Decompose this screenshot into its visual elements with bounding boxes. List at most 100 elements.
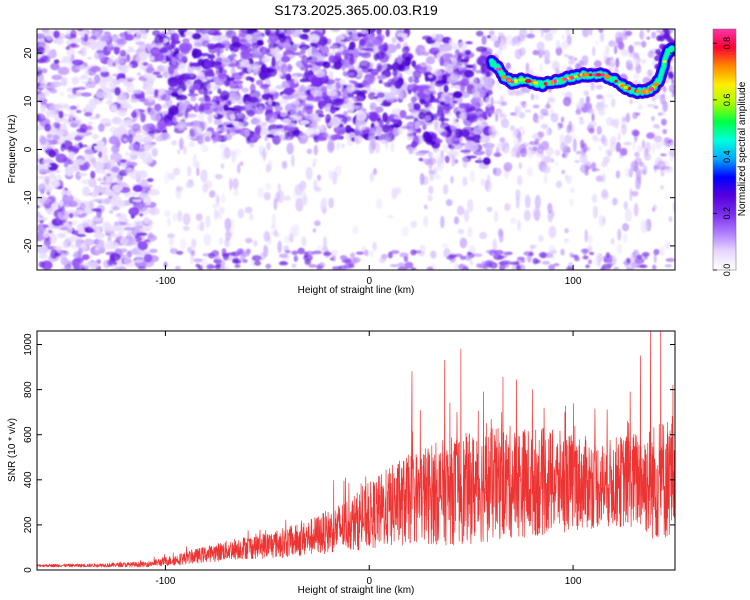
spectral-cell	[106, 92, 113, 101]
spectral-cell	[101, 179, 112, 188]
spectral-cell	[160, 49, 169, 53]
spectral-cell	[111, 263, 117, 270]
spectral-cell	[239, 161, 244, 166]
spectral-cell	[80, 47, 87, 57]
spectral-cell	[270, 224, 277, 230]
spectral-cell	[221, 57, 231, 66]
spectral-cell	[99, 78, 107, 89]
spectral-cell	[81, 80, 86, 85]
spectral-cell	[403, 255, 409, 263]
spectral-cell	[486, 174, 491, 184]
spectral-cell	[221, 248, 227, 256]
spectral-cell	[443, 95, 451, 105]
spectral-cell	[647, 50, 655, 58]
spectral-cell	[609, 136, 617, 146]
spectral-cell	[612, 197, 618, 206]
spectral-cell	[197, 71, 205, 77]
spectral-cell	[369, 102, 377, 111]
spectral-cell	[413, 103, 421, 111]
spectral-cell	[434, 174, 442, 180]
spectral-cell	[482, 157, 491, 166]
spectral-cell	[133, 246, 140, 255]
spectral-cell	[410, 267, 417, 270]
spectral-cell	[308, 264, 317, 268]
spectral-cell	[495, 49, 503, 57]
spectral-cell	[153, 133, 161, 141]
spectral-cell	[232, 178, 239, 190]
spectral-cell	[510, 217, 517, 225]
spectral-cell	[277, 134, 286, 141]
spectral-cell	[452, 100, 458, 104]
spectral-cell	[468, 142, 479, 152]
spectral-cell	[605, 57, 611, 66]
spectral-cell	[126, 54, 131, 63]
x-tick-label: -100	[155, 276, 175, 287]
spectral-cell	[528, 140, 537, 146]
spectral-cell	[39, 163, 52, 168]
spectral-cell	[641, 31, 646, 38]
spectral-cell	[43, 229, 50, 238]
spectral-cell	[382, 124, 391, 134]
spectral-cell	[427, 194, 433, 202]
spectral-cell	[352, 225, 359, 235]
spectral-cell	[582, 29, 590, 38]
spectral-cell	[334, 77, 341, 82]
tone-peak	[623, 85, 628, 89]
spectral-cell	[567, 55, 574, 60]
spectral-cell	[433, 166, 438, 176]
tone-peak	[588, 73, 593, 77]
spectral-cell	[37, 46, 46, 55]
spectral-cell	[499, 94, 505, 103]
spectral-cell	[664, 166, 674, 173]
spectral-cell	[589, 29, 593, 36]
spectral-cell	[261, 93, 274, 101]
spectral-cell	[382, 81, 395, 86]
spectral-cell	[47, 109, 59, 118]
spectral-cell	[117, 181, 127, 187]
spectral-cell	[587, 259, 592, 265]
spectral-cell	[375, 106, 384, 113]
spectral-cell	[355, 137, 359, 145]
spectral-cell	[135, 41, 146, 46]
spectral-cell	[145, 95, 155, 100]
spectral-cell	[101, 245, 106, 253]
spectral-cell	[617, 132, 621, 142]
spectral-cell	[545, 146, 554, 156]
spectral-cell	[493, 100, 502, 105]
spectral-cell	[114, 57, 126, 65]
spectral-cell	[466, 71, 472, 76]
spectral-cell	[131, 236, 136, 244]
spectral-cell	[143, 253, 153, 263]
spectral-cell	[178, 137, 184, 151]
spectral-cell	[161, 103, 170, 109]
spectral-cell	[135, 138, 148, 143]
spectral-cell	[518, 162, 522, 170]
spectral-cell	[373, 96, 379, 100]
spectral-cell	[245, 76, 253, 81]
spectral-cell	[241, 87, 250, 93]
spectral-cell	[218, 237, 224, 245]
spectral-cell	[82, 186, 91, 197]
spectral-cell	[463, 209, 470, 222]
spectral-cell	[561, 91, 566, 96]
spectral-cell	[193, 258, 203, 263]
tone-peak	[562, 77, 569, 81]
spectral-cell	[286, 63, 292, 73]
spectral-cell	[117, 78, 129, 83]
spectral-cell	[497, 255, 505, 260]
spectral-cell	[271, 101, 281, 108]
spectral-cell	[408, 102, 414, 110]
spectral-cell	[397, 262, 405, 268]
spectral-cell	[125, 167, 134, 177]
spectral-cell	[282, 118, 292, 125]
spectral-cell	[423, 89, 433, 95]
spectral-cell	[173, 63, 179, 72]
snr-y-axis: 0 200 400 600 800 1000	[23, 333, 675, 573]
spectral-cell	[110, 144, 120, 154]
spectral-cell	[258, 106, 263, 112]
spectral-cell	[191, 32, 202, 40]
spectral-cell	[171, 57, 177, 66]
x-tick-label: 0	[366, 276, 372, 287]
spectral-cell	[314, 69, 326, 78]
spectral-cell	[482, 111, 488, 121]
